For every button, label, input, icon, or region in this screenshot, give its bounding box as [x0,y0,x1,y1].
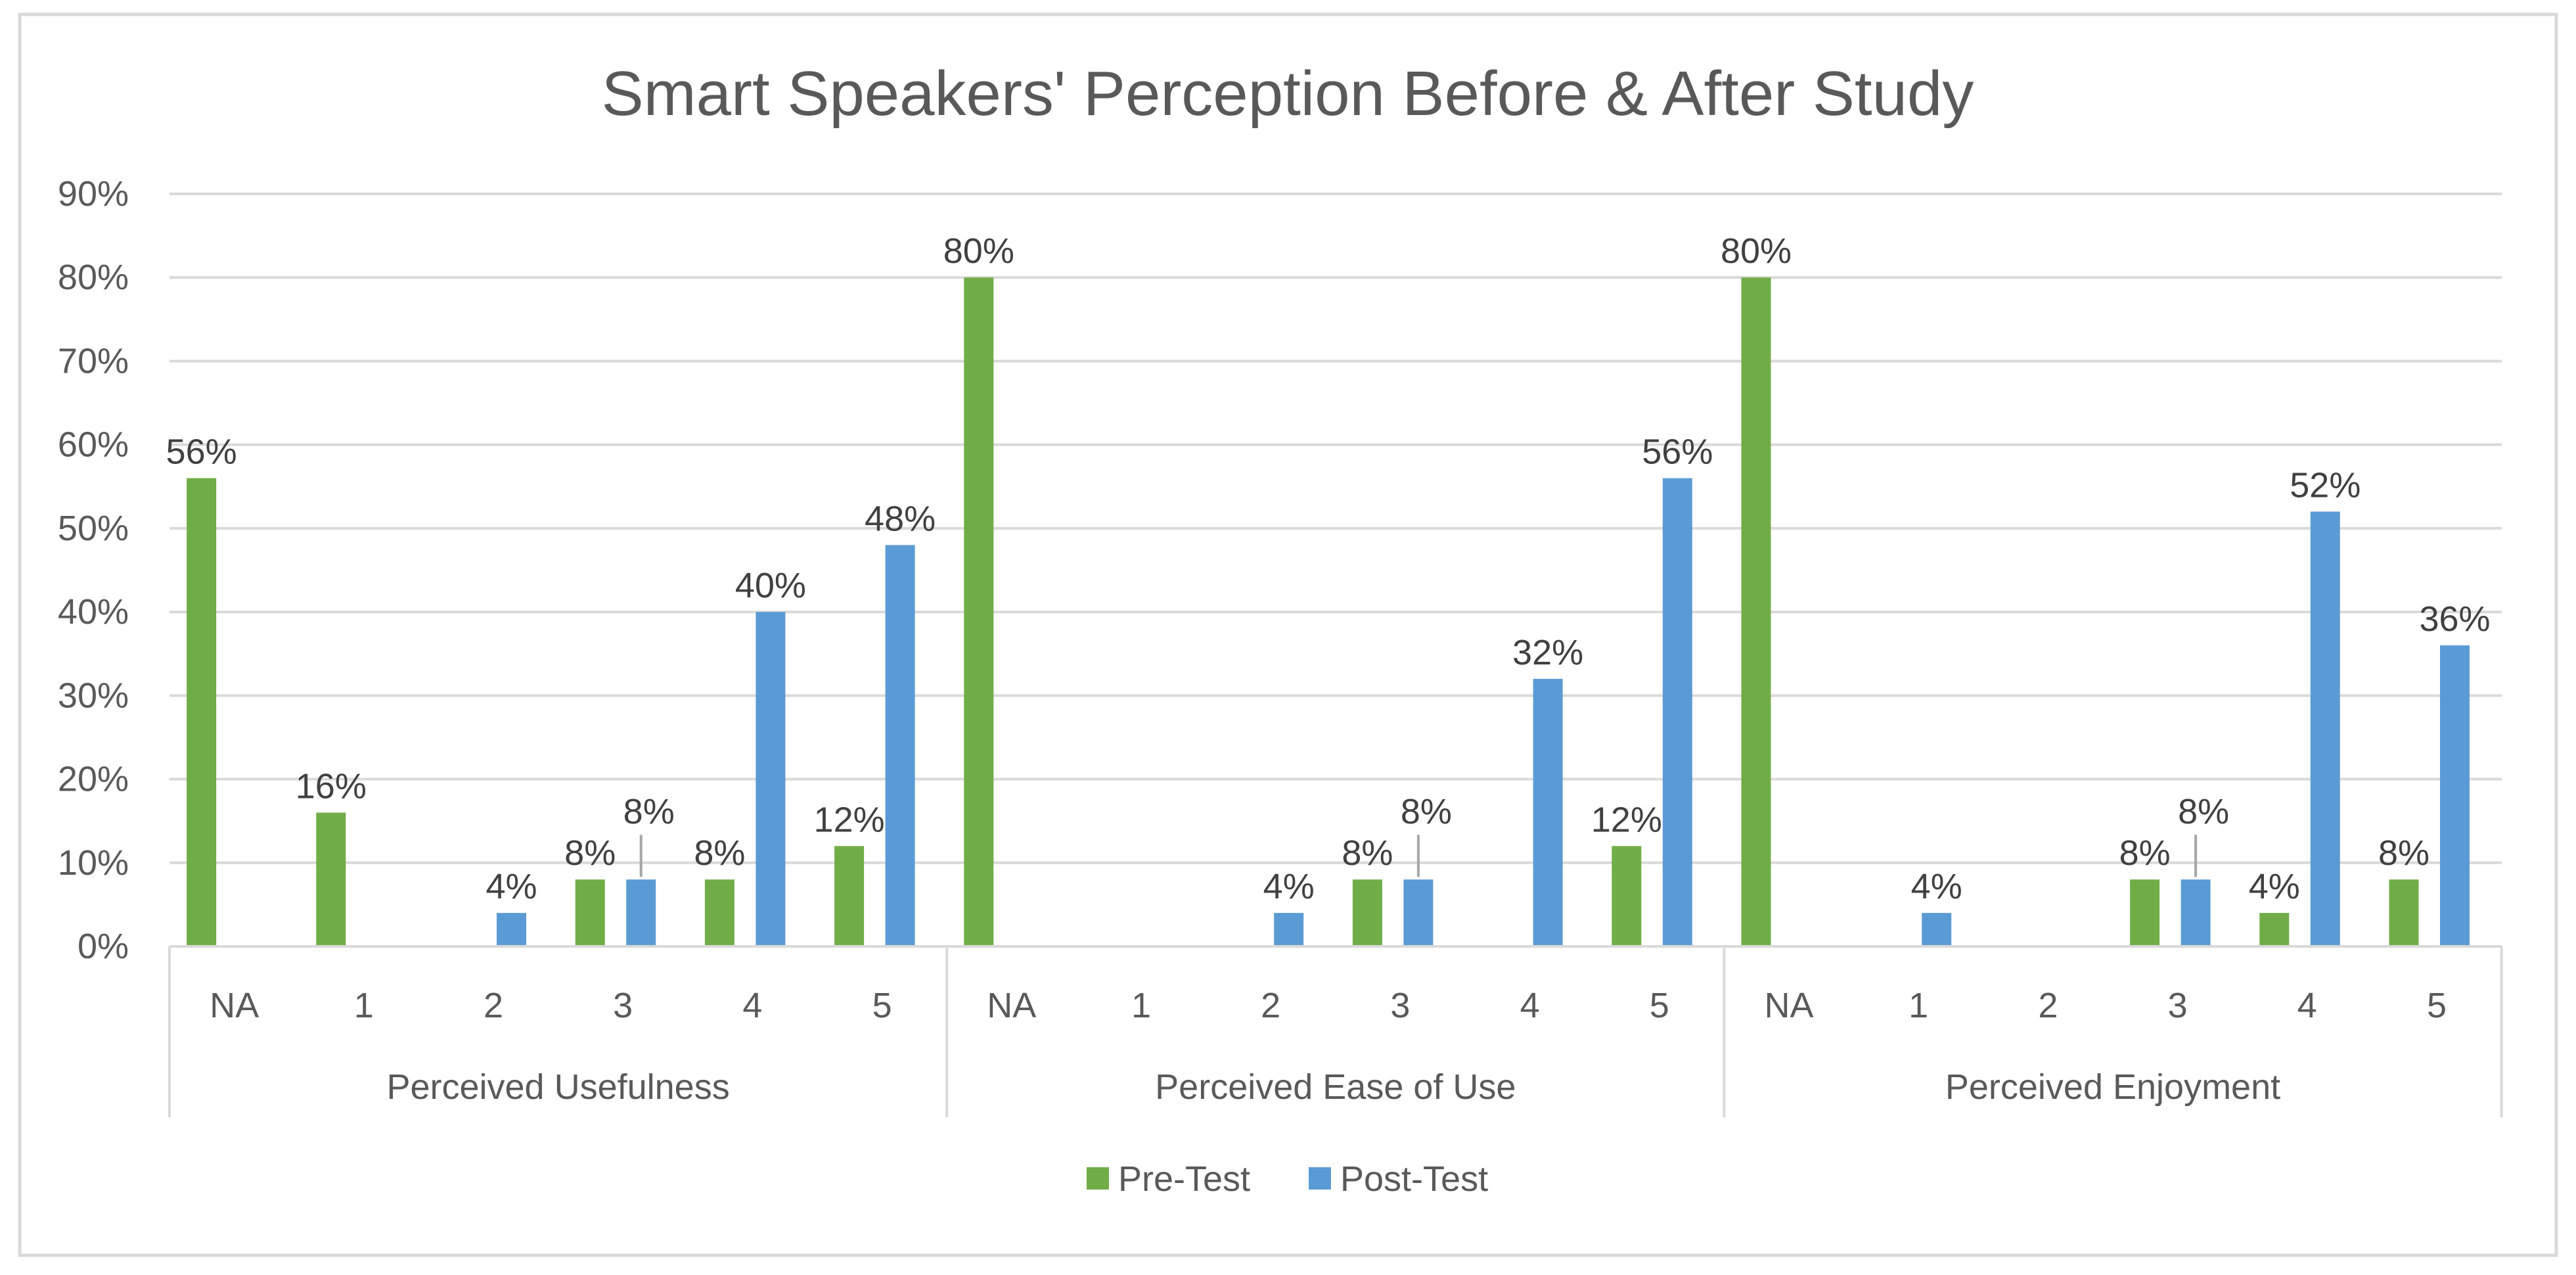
y-tick-label: 90% [58,174,129,214]
y-tick-label: 40% [58,592,129,632]
data-label-pre-test: 80% [1721,231,1792,271]
bar-post-test [1533,678,1563,946]
bar-pre-test [2130,879,2160,946]
data-label-post-test: 4% [486,867,537,906]
category-label: 1 [1909,986,1928,1025]
data-label-pre-test: 8% [2378,833,2429,873]
bar-pre-test [575,879,605,946]
legend: Pre-Test Post-Test [1087,1159,1488,1199]
group-label: Perceived Usefulness [386,1067,729,1107]
bar-post-test [1274,913,1304,946]
bar-post-test [2181,879,2211,946]
data-label-post-test: 4% [1911,867,1962,906]
data-label-pre-test: 80% [943,231,1014,271]
y-tick-label: 10% [58,843,129,883]
data-label-pre-test: 8% [2119,833,2171,873]
bar-pre-test [187,478,217,946]
category-label: 4 [742,986,762,1025]
category-label: 3 [2168,986,2188,1025]
data-label-pre-test: 12% [814,800,885,839]
group-label: Perceived Enjoyment [1945,1067,2280,1107]
category-label: NA [1764,986,1813,1025]
bar-post-test [756,612,786,946]
data-label-post-test: 8% [2178,792,2229,831]
category-label: 5 [2427,986,2447,1025]
y-tick-label: 70% [58,341,129,381]
bar-pre-test [316,812,346,946]
bar-pre-test [834,846,865,946]
bar-post-test [2310,511,2340,946]
bar-post-test [1662,478,1692,946]
data-label-pre-test: 16% [296,766,367,806]
data-label-pre-test: 12% [1591,800,1662,839]
bar-post-test [497,913,526,946]
bar-pre-test [2389,879,2419,946]
legend-label: Pre-Test [1118,1159,1250,1199]
category-label: 4 [1520,986,1540,1025]
bar-pre-test [1352,879,1382,946]
x-axis: NA 1 2 3 4 5 Perceived Usefulness NA 1 2 3 4 5 Percei… [168,945,2503,1117]
y-tick-label: 50% [58,509,129,548]
category-label: 2 [484,986,503,1025]
legend-swatch [1087,1167,1109,1190]
data-label-post-test: 8% [623,792,675,831]
data-label-pre-test: 8% [564,833,616,873]
y-tick-label: 30% [58,676,129,715]
data-label-pre-test: 8% [1342,833,1393,873]
chart-title: Smart Speakers' Perception Before & Afte… [602,58,1974,129]
category-label: 2 [1261,986,1280,1025]
bar-post-test [1403,879,1434,946]
category-label: 1 [354,986,374,1025]
group-label: Perceived Ease of Use [1155,1067,1516,1107]
y-tick-label: 60% [58,425,129,465]
category-label: NA [210,986,259,1025]
legend-swatch [1309,1167,1331,1190]
bar-pre-test [1612,846,1642,946]
category-label: 3 [613,986,633,1025]
category-label: 1 [1131,986,1151,1025]
category-label: 2 [2038,986,2058,1025]
grid-lines [169,193,2502,864]
category-label: 5 [872,986,892,1025]
data-label-pre-test: 4% [2249,867,2300,906]
bar-post-test [1922,913,1952,946]
data-label-post-test: 48% [865,499,936,538]
category-label: 5 [1650,986,1669,1025]
bar-pre-test [2259,913,2290,946]
bar-post-test [626,879,656,946]
data-label-pre-test: 56% [166,432,237,472]
category-label: 3 [1390,986,1410,1025]
legend-label: Post-Test [1340,1159,1488,1199]
category-label: NA [987,986,1036,1025]
data-label-post-test: 36% [2419,599,2490,639]
chart-border [18,12,2558,1257]
y-tick-label: 0% [78,927,129,966]
data-labels: 56%16%4%8%8%8%40%12%48%80%4%8%8%32%12%56… [166,231,2491,906]
data-label-post-test: 32% [1512,633,1583,672]
data-label-post-test: 56% [1642,432,1713,472]
bars [187,277,2470,946]
bar-pre-test [704,879,734,946]
data-label-post-test: 52% [2290,465,2361,505]
bar-post-test [885,545,915,946]
bar-post-test [2440,645,2470,946]
category-label: 4 [2297,986,2317,1025]
y-tick-label: 80% [58,258,129,297]
data-label-pre-test: 8% [694,833,745,873]
data-label-post-test: 40% [735,566,806,605]
data-label-post-test: 4% [1263,867,1315,906]
bar-pre-test [964,277,994,946]
y-tick-label: 20% [58,760,129,799]
y-axis-ticks: 0% 10% 20% 30% 40% 50% 60% 70% 80% 90% [58,174,129,966]
bar-pre-test [1741,277,1771,946]
data-label-post-test: 8% [1401,792,1452,831]
